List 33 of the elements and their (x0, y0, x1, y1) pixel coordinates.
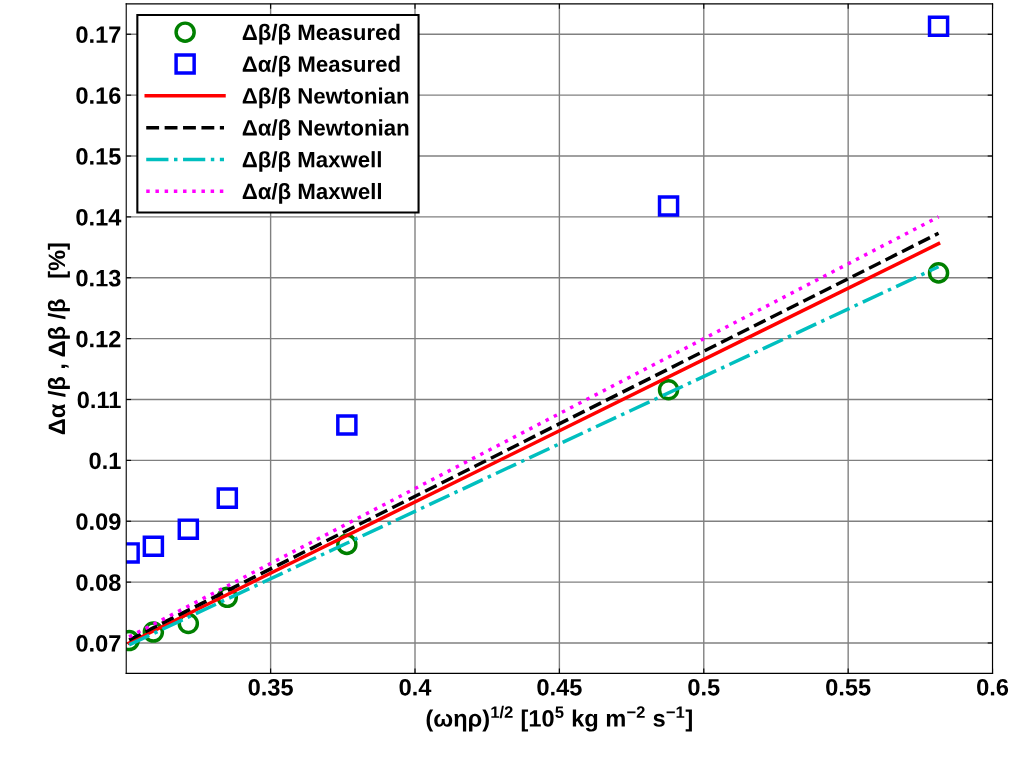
point (336, 414, 358, 436)
point (657, 195, 680, 217)
y-tick-label: 0.1 (89, 452, 121, 470)
legend-label: Δα/β Maxwell (242, 182, 381, 204)
legend-label: Δβ/β Measured (242, 23, 400, 45)
legend-label: Δβ/β Maxwell (242, 151, 381, 172)
legend-label: Δα/β Measured (242, 55, 400, 77)
y-tick-label: 0.09 (76, 513, 121, 531)
point (927, 262, 950, 284)
point (927, 15, 950, 38)
point (177, 518, 200, 540)
point (142, 535, 165, 557)
legend-label: Δβ/β Newtonian (242, 87, 409, 109)
y-tick-label: 0.12 (76, 330, 121, 348)
point (657, 378, 680, 401)
y-tick-label: 0.07 (76, 635, 121, 652)
x-tick-label: 0.35 (248, 678, 293, 696)
point (216, 487, 239, 509)
y-tick-label: 0.15 (76, 148, 121, 165)
x-tick-label: 0.55 (826, 678, 871, 696)
y-tick-label: 0.16 (76, 87, 121, 104)
y-tick-label: 0.13 (76, 269, 121, 287)
y-tick-label: 0.11 (77, 391, 121, 409)
y-tick-label: 0.17 (76, 26, 121, 44)
x-tick-label: 0.5 (688, 678, 720, 696)
y-axis-title: Δα /β , Δβ /β [%] (47, 243, 70, 435)
x-tick-label: 0.6 (977, 678, 1009, 696)
text: (ωηρ)$^{1/2}$ [10$^{5}$ kg m$^{−2}$ s$^{−1}$] (426, 705, 692, 732)
legend-label: Δα/β Newtonian (242, 119, 409, 141)
x-tick-label: 0.45 (537, 678, 582, 696)
y-tick-label: 0.14 (76, 208, 122, 226)
y-tick-label: 0.08 (76, 574, 121, 591)
x-tick-label: 0.4 (399, 678, 432, 696)
